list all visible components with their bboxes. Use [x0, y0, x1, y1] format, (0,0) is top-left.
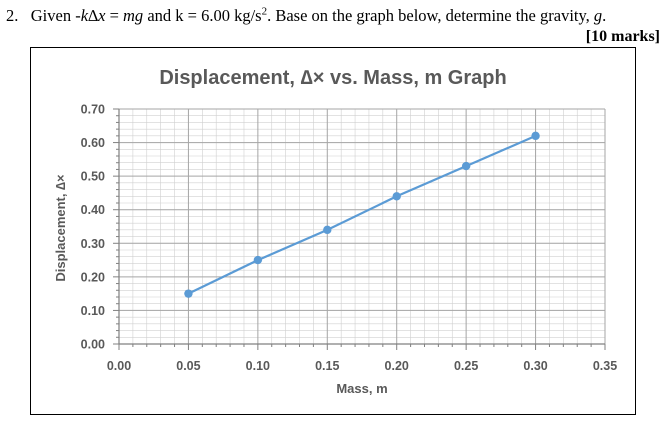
y-tick-label: 0.40 [81, 203, 105, 217]
axes [113, 108, 606, 350]
data-point [184, 289, 193, 298]
y-tick-label: 0.60 [81, 136, 105, 150]
data-point [323, 225, 332, 235]
y-tick-label: 0.00 [81, 338, 105, 352]
equation-rhs: mg [123, 6, 144, 25]
x-tick-label: 0.25 [454, 359, 478, 373]
chart: 0.00 0.05 0.10 0.15 0.20 0.25 0.30 0.35 0.00 0.10… [53, 67, 618, 396]
y-tick-label: 0.70 [81, 103, 105, 117]
minor-grid [118, 108, 606, 345]
data-point [531, 131, 540, 141]
x-tick-label: 0.35 [593, 359, 617, 373]
question-number: 2. [6, 6, 19, 25]
data-point [461, 161, 471, 171]
x-tick-label: 0.15 [315, 359, 339, 373]
x-axis-label: Mass, m [336, 381, 387, 396]
x-tick-label: 0.30 [523, 359, 547, 373]
equals-sign: = [109, 6, 119, 25]
series [184, 131, 540, 298]
question-text: 2. Given -k∆x = mg and k = 6.00 kg/s2. B… [6, 5, 662, 27]
tick-labels: 0.00 0.05 0.10 0.15 0.20 0.25 0.30 0.35 0.00 0.10… [81, 103, 618, 374]
data-point [253, 255, 263, 265]
question-given: Given [30, 6, 72, 25]
x-tick-label: 0.00 [107, 359, 131, 373]
data-point [392, 192, 401, 201]
x-tick-label: 0.20 [385, 359, 409, 373]
y-tick-label: 0.20 [81, 270, 105, 284]
k-value: k = 6.00 kg/s [175, 6, 262, 25]
k-exponent: 2 [261, 5, 268, 18]
series-line [187, 134, 537, 295]
marks-label: [10 marks] [585, 28, 660, 45]
chart-title: Displacement, ∆× vs. Mass, m Graph [159, 67, 506, 89]
y-axis-label: Displacement, ∆× [53, 174, 68, 282]
question-and: and [147, 6, 172, 25]
x-tick-label: 0.05 [176, 359, 200, 373]
major-grid [118, 108, 606, 345]
y-tick-label: 0.30 [81, 237, 105, 251]
question-instruction: . Base on the graph below, determine the… [267, 6, 590, 25]
equation-lhs: -k∆x [75, 6, 106, 25]
question-end: . [602, 6, 607, 25]
x-tick-label: 0.10 [246, 359, 270, 373]
y-tick-label: 0.10 [81, 304, 105, 318]
gravity-symbol: g [593, 6, 603, 25]
y-tick-label: 0.50 [81, 170, 105, 184]
chart-frame: 0.00 0.05 0.10 0.15 0.20 0.25 0.30 0.35 0.00 0.10… [30, 47, 636, 415]
